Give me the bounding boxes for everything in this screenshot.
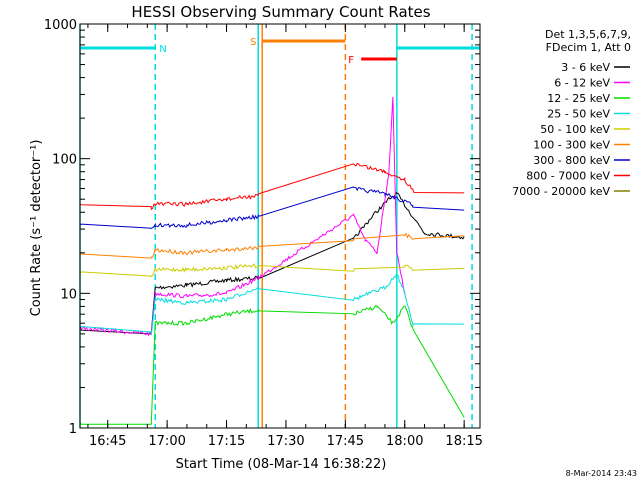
x-tick-label: 17:00 <box>148 434 185 449</box>
x-tick-label: 18:15 <box>445 434 482 449</box>
series-line-3-6keV <box>79 192 465 335</box>
legend-header-line-2: FDecim 1, Att 0 <box>546 41 631 54</box>
legend-label: 6 - 12 keV <box>554 77 610 90</box>
plot-axes: 16:45 17:00 17:15 17:30 17:45 18:00 18:15 1 10 10… <box>44 18 483 449</box>
series-line-12-25keV <box>79 304 465 425</box>
x-axis-label: Start Time (08-Mar-14 16:38:22) <box>176 457 387 472</box>
legend-label: 3 - 6 keV <box>561 61 610 74</box>
series-layer <box>79 96 465 425</box>
y-axis-label: Count Rate (s⁻¹ detector⁻¹) <box>29 140 44 317</box>
legend-label: 25 - 50 keV <box>547 108 610 121</box>
segment-flag-S: S <box>250 37 256 48</box>
legend-label: 300 - 800 keV <box>533 154 610 167</box>
x-tick-label: 17:15 <box>208 434 245 449</box>
segment-flag-N: N <box>159 44 166 55</box>
legend-label: 50 - 100 keV <box>540 123 610 136</box>
x-tick-label: 17:45 <box>327 434 364 449</box>
y-tick-label: 1000 <box>44 18 77 33</box>
legend-header-line-1: Det 1,3,5,6,7,9, <box>545 28 631 41</box>
x-tick-label: 17:30 <box>267 434 304 449</box>
segment-flag-F: F <box>348 55 354 66</box>
chart-title: HESSI Observing Summary Count Rates <box>131 3 430 21</box>
x-tick-label: 18:00 <box>386 434 423 449</box>
series-line-50-100keV <box>79 263 465 278</box>
plot-frame <box>79 23 481 429</box>
footer-timestamp: 8-Mar-2014 23:43 <box>566 469 637 478</box>
legend-label: 7000 - 20000 keV <box>512 185 610 198</box>
series-line-6-12keV <box>79 96 406 337</box>
y-tick-label: 10 <box>60 287 77 302</box>
series-line-100-300keV <box>80 232 465 259</box>
y-tick-label: 100 <box>52 153 77 168</box>
series-line-300-800keV <box>79 186 465 230</box>
legend-label: 12 - 25 keV <box>547 92 610 105</box>
y-tick-label: 1 <box>69 422 77 437</box>
legend-label: 800 - 7000 keV <box>526 170 610 183</box>
series-line-25-50keV <box>79 272 465 336</box>
legend: Det 1,3,5,6,7,9, FDecim 1, Att 0 3 - 6 k… <box>512 28 631 198</box>
x-tick-label: 16:45 <box>89 434 126 449</box>
series-line-800-7000keV <box>79 162 465 211</box>
segments-layer: N S F <box>80 37 480 66</box>
legend-label: 100 - 300 keV <box>533 139 610 152</box>
